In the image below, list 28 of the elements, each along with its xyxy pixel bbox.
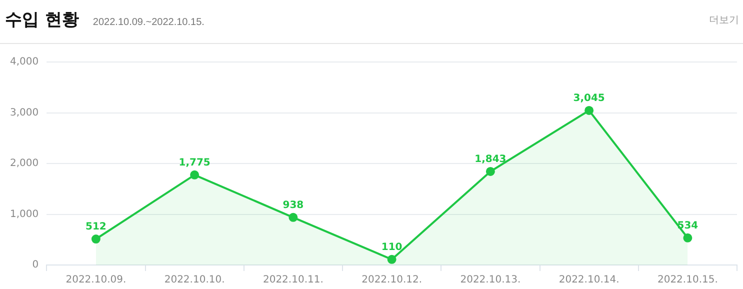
x-tick-label: 2022.10.10. <box>164 274 225 286</box>
data-label: 1,843 <box>474 154 506 166</box>
point <box>91 234 100 244</box>
y-tick-label: 2,000 <box>10 158 39 170</box>
y-tick-label: 0 <box>32 260 39 271</box>
x-tick-label: 2022.10.14. <box>558 274 620 286</box>
point <box>190 170 200 180</box>
y-tick-label: 4,000 <box>10 56 39 68</box>
data-label: 3,045 <box>573 93 605 104</box>
x-tick-label: 2022.10.13. <box>460 274 521 286</box>
x-tick-label: 2022.10.15. <box>657 274 718 286</box>
point <box>584 106 594 115</box>
y-tick-label: 1,000 <box>10 208 39 220</box>
data-label: 512 <box>86 222 106 233</box>
data-label: 1,775 <box>178 158 210 169</box>
data-label: 938 <box>282 200 304 211</box>
chart-subtitle: 2022.10.09.~2022.10.15. <box>92 17 204 28</box>
y-tick-label: 3,000 <box>10 107 39 118</box>
chart-title: 수입 현황 <box>5 9 79 31</box>
text: 더보기 <box>709 14 739 27</box>
x-tick-label: 2022.10.09. <box>66 274 126 286</box>
data-label: 110 <box>381 242 402 254</box>
x-tick-label: 2022.10.12. <box>362 274 422 286</box>
point <box>683 233 692 242</box>
point <box>288 212 298 222</box>
point <box>486 166 495 176</box>
x-tick-label: 2022.10.11. <box>262 274 324 286</box>
point <box>387 254 396 264</box>
